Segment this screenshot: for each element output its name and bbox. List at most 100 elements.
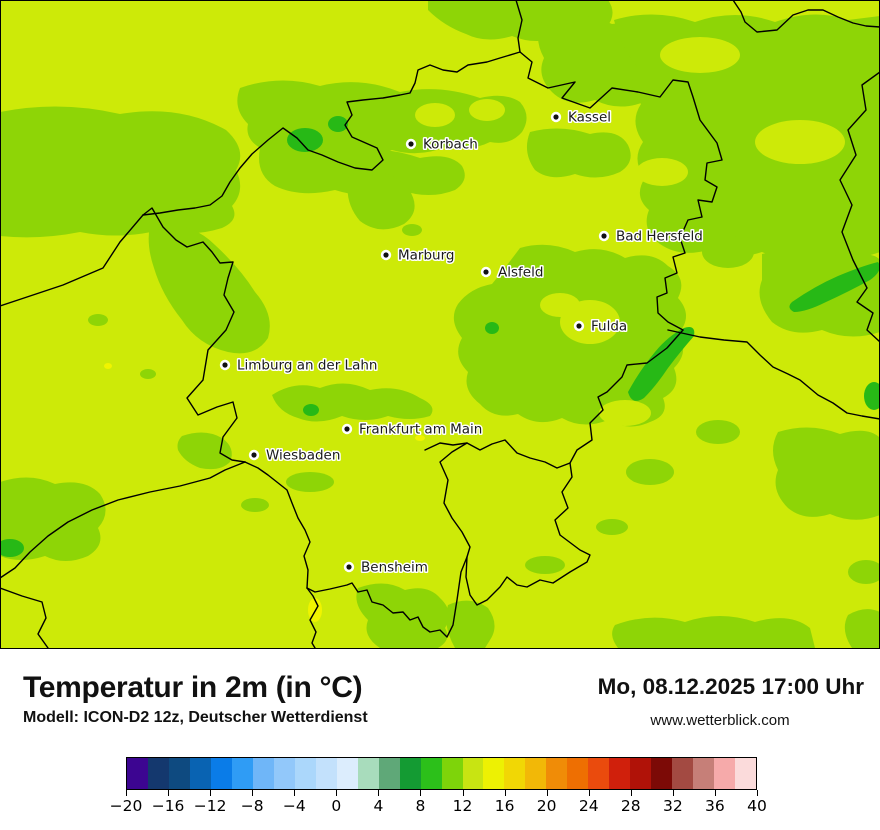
state-borders [0, 0, 880, 649]
city-marker: Kassel [550, 108, 613, 127]
city-marker: Frankfurt am Main [341, 420, 484, 439]
colorbar-tick-label: 16 [494, 797, 515, 815]
state-border [0, 214, 144, 307]
colorbar-tick [757, 790, 758, 796]
state-border [515, 0, 523, 53]
colorbar-tick [546, 790, 548, 796]
colorbar-segment [168, 758, 190, 789]
colorbar-tick-label: 20 [536, 797, 557, 815]
city-dot [344, 426, 350, 432]
forecast-timestamp: Mo, 08.12.2025 17:00 Uhr [597, 674, 864, 699]
colorbar-segment [189, 758, 211, 789]
colorbar-tick-label: 12 [452, 797, 473, 815]
temperature-colorbar [126, 757, 757, 790]
state-border [0, 461, 246, 579]
state-border [732, 0, 880, 33]
temp-region-holes [415, 37, 845, 426]
colorbar-tick-label: 0 [331, 797, 342, 815]
colorbar-tick [588, 790, 590, 796]
colorbar-tick [126, 790, 127, 796]
colorbar-tick-label: 8 [415, 797, 426, 815]
state-border [244, 461, 311, 589]
colorbar-segment [630, 758, 652, 789]
colorbar-tick [294, 790, 296, 796]
colorbar-segment [567, 758, 589, 789]
colorbar-tick-label: 36 [705, 797, 725, 815]
colorbar-segment [147, 758, 169, 789]
colorbar-segment [693, 758, 715, 789]
colorbar-segment [651, 758, 673, 789]
colorbar-tick [714, 790, 716, 796]
city-label: Korbach [423, 137, 478, 153]
colorbar-tick [336, 790, 338, 796]
colorbar-tick [504, 790, 506, 796]
colorbar-segment [294, 758, 316, 789]
temperature-map: Kassel Korbach Bad Hersfeld Marburg Alsfeld F… [0, 0, 880, 649]
colorbar-segment [441, 758, 463, 789]
colorbar-segment [273, 758, 295, 789]
city-marker: Limburg an der Lahn [219, 356, 379, 375]
colorbar-tick-label: −12 [193, 797, 227, 815]
city-layer: Kassel Korbach Bad Hersfeld Marburg Alsfeld F… [219, 108, 704, 577]
colorbar-tick [378, 790, 380, 796]
colorbar-tick [210, 790, 212, 796]
city-label: Wiesbaden [266, 448, 340, 464]
city-marker: Fulda [573, 317, 629, 336]
colorbar-tick [252, 790, 254, 796]
colorbar-segment [231, 758, 253, 789]
website-url: www.wetterblick.com [650, 712, 790, 729]
colorbar-segment [357, 758, 379, 789]
city-dot [222, 362, 228, 368]
city-dot [251, 452, 257, 458]
city-marker: Bad Hersfeld [598, 227, 704, 246]
city-marker: Korbach [405, 135, 479, 154]
city-dot [601, 233, 607, 239]
colorbar-segment [127, 758, 148, 789]
city-dot [383, 252, 389, 258]
colorbar-tick-label: −16 [151, 797, 185, 815]
city-label: Bensheim [361, 560, 428, 576]
state-border [0, 587, 49, 649]
colorbar-segment [252, 758, 274, 789]
temp-regions-8-10 [0, 116, 880, 557]
colorbar-segment [420, 758, 442, 789]
colorbar-tick [672, 790, 674, 796]
state-border [519, 51, 723, 331]
state-border [424, 439, 571, 469]
colorbar-segment [546, 758, 568, 789]
city-dot [483, 269, 489, 275]
city-label: Marburg [398, 248, 454, 264]
colorbar-segment [588, 758, 610, 789]
model-info: Modell: ICON-D2 12z, Deutscher Wetterdie… [23, 709, 368, 726]
map-title: Temperatur in 2m (in °C) [23, 671, 363, 704]
city-label: Limburg an der Lahn [237, 358, 377, 374]
city-label: Bad Hersfeld [616, 229, 703, 245]
state-border [306, 587, 319, 649]
city-label: Kassel [568, 110, 611, 126]
colorbar-segment [609, 758, 631, 789]
city-marker: Alsfeld [480, 263, 545, 282]
colorbar-tick-label: 4 [373, 797, 384, 815]
colorbar-segment [399, 758, 421, 789]
state-border [667, 329, 880, 420]
city-marker: Marburg [380, 246, 456, 265]
city-label: Fulda [591, 319, 627, 335]
city-dot [408, 141, 414, 147]
colorbar-tick-label: 28 [620, 797, 641, 815]
map-canvas: Kassel Korbach Bad Hersfeld Marburg Alsfeld F… [0, 0, 880, 649]
city-dot [346, 564, 352, 570]
state-border [306, 329, 684, 638]
colorbar-segment [336, 758, 358, 789]
colorbar-tick [420, 790, 422, 796]
state-border [439, 442, 471, 558]
city-dot [576, 323, 582, 329]
colorbar-segment [735, 758, 757, 789]
colorbar-tick [462, 790, 464, 796]
state-border [142, 207, 246, 463]
colorbar-tick-label: −4 [282, 797, 306, 815]
city-marker: Bensheim [343, 558, 429, 577]
colorbar-tick-label: −20 [109, 797, 143, 815]
colorbar-tick-label: 24 [578, 797, 599, 815]
city-dot [553, 114, 559, 120]
